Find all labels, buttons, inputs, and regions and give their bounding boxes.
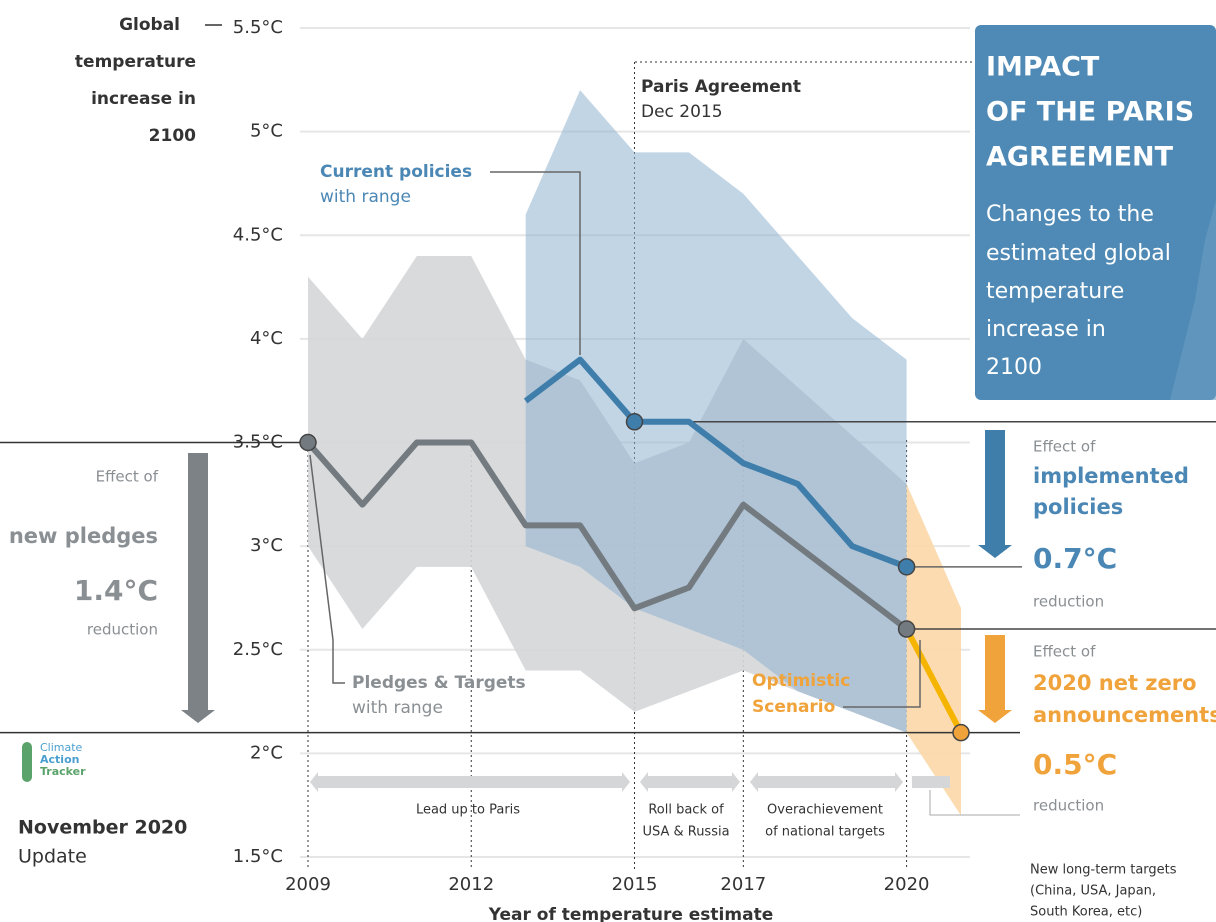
x-tick-label: 2020 [884, 874, 930, 895]
panel [975, 25, 1216, 400]
effect-text: Effect of [1033, 438, 1096, 456]
update-label: Update [18, 846, 87, 868]
series-label: Current policies [320, 162, 472, 182]
effect-text: Effect of [96, 468, 159, 486]
panel-title: AGREEMENT [986, 142, 1174, 173]
x-tick-label: 2012 [448, 874, 494, 895]
effect-text: reduction [87, 621, 158, 639]
y-axis-title: increase in [91, 89, 196, 109]
effect-arrow [978, 635, 1012, 723]
series-label: with range [352, 698, 443, 718]
series-line [305, 439, 909, 632]
period-label: New long-term targets [1030, 863, 1177, 878]
series-label: Optimistic [752, 671, 850, 691]
series-label: Scenario [752, 697, 835, 717]
point [897, 620, 916, 638]
y-tick-label: 2°C [250, 742, 283, 763]
y-tick-label: 1.5°C [233, 846, 283, 867]
x-axis-label: Year of temperature estimate [488, 905, 773, 922]
connector [929, 790, 1020, 816]
point [299, 433, 317, 452]
effect-text: Effect of [1033, 643, 1096, 661]
period-arrows [310, 772, 950, 792]
y-tick-label: 4.5°C [233, 224, 283, 245]
period-label: South Korea, etc) [1030, 905, 1142, 920]
panel-text: increase in [986, 317, 1106, 342]
panel-text: 2100 [986, 355, 1042, 380]
logo-icon [22, 742, 32, 782]
effect-text: reduction [1033, 593, 1104, 611]
effect-text: implemented [1033, 464, 1189, 488]
panel-text: estimated global [986, 241, 1171, 266]
logo-text: Action [40, 753, 79, 766]
y-tick-label: 3°C [250, 535, 283, 556]
logo-text: Tracker [40, 765, 86, 778]
panel-title: IMPACT [986, 52, 1100, 83]
y-tick-label: 4°C [250, 328, 283, 349]
effect-arrow [181, 453, 215, 723]
effect-text: announcements [1033, 703, 1216, 727]
effect-value: 0.5°C [1033, 748, 1117, 781]
connector [309, 454, 345, 684]
y-tick-label: 2.5°C [233, 639, 283, 660]
range-area [525, 90, 907, 733]
panel-decoration [1170, 200, 1216, 400]
series-label: with range [320, 187, 411, 207]
period-label: USA & Russia [642, 825, 729, 840]
effect-text: 2020 net zero [1033, 671, 1197, 695]
connector [843, 640, 921, 708]
event-label: Dec 2015 [641, 102, 723, 122]
y-tick-label: 5°C [250, 121, 283, 142]
period-label: Lead up to Paris [416, 803, 520, 818]
effect-arrow [978, 430, 1012, 558]
plot: 1.5°C2°C2.5°C3°C3.5°C4°C4.5°C5°C5.5°C200… [0, 17, 1216, 895]
period-label: Overachievement [767, 803, 883, 818]
panel-title: OF THE PARIS [986, 97, 1194, 128]
y-axis-title: 2100 [149, 126, 196, 146]
effect-value: 1.4°C [74, 574, 158, 607]
logo-text: Climate [40, 741, 83, 754]
period-label: of national targets [765, 825, 885, 840]
update-label: November 2020 [18, 817, 187, 839]
series-line [903, 627, 964, 735]
period-label: (China, USA, Japan, [1030, 884, 1156, 899]
x-tick-label: 2009 [285, 874, 331, 895]
panel-text: Changes to the [986, 202, 1154, 227]
period-label: Roll back of [648, 803, 724, 818]
y-axis-title: Global [119, 15, 180, 35]
x-tick-label: 2017 [720, 874, 766, 895]
event-label: Paris Agreement [641, 77, 801, 97]
effect-value: 0.7°C [1033, 542, 1117, 575]
effect-text: reduction [1033, 797, 1104, 815]
point [625, 413, 644, 431]
series-line [523, 356, 908, 570]
y-tick-label: 5.5°C [233, 17, 283, 38]
effect-text: policies [1033, 495, 1123, 519]
point [897, 558, 916, 576]
point [952, 723, 970, 742]
series-label: Pledges & Targets [352, 673, 526, 693]
effect-text: new pledges [9, 524, 158, 548]
y-axis-title: temperature [75, 52, 196, 72]
connector [490, 171, 581, 355]
x-tick-label: 2015 [612, 874, 658, 895]
panel-text: temperature [986, 279, 1124, 304]
